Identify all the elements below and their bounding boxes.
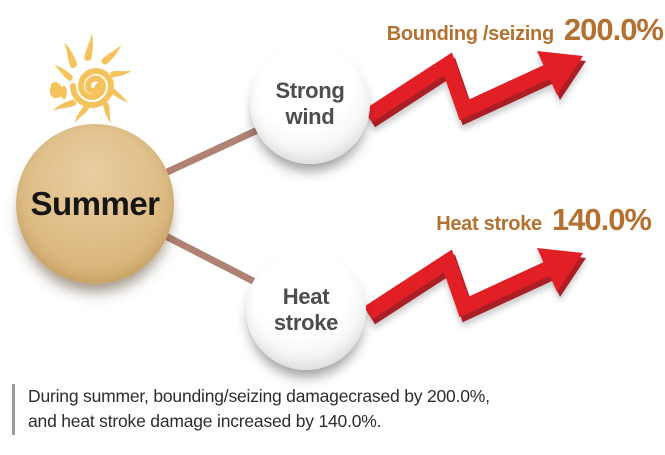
trend-arrow-up-bottom-icon: [363, 248, 586, 325]
sun-icon: [49, 33, 132, 124]
heat-stroke-stat-value: 140.0%: [551, 202, 652, 237]
summer-node-label: Summer: [30, 185, 160, 222]
trend-arrow-top-head: [537, 51, 583, 95]
bounding-seizing-stat: Bounding /seizing 200.0%: [386, 12, 664, 48]
bounding-seizing-stat-value: 200.0%: [563, 12, 664, 47]
heat-stroke-node-label: Heat stroke: [273, 284, 339, 335]
sun-spiral: [70, 68, 115, 108]
trend-arrow-up-top-icon: [363, 51, 586, 128]
heat-stroke-stat-label: Heat stroke: [436, 213, 542, 235]
sun-rays: [49, 33, 132, 124]
trend-arrow-top-line: [363, 52, 557, 123]
summer-node: Summer: [16, 124, 174, 284]
trend-arrow-bottom-line: [363, 249, 557, 320]
strong-wind-node: Strong wind: [250, 44, 370, 164]
heat-stroke-stat: Heat stroke 140.0%: [436, 202, 652, 238]
trend-arrow-bottom-head: [537, 248, 583, 292]
summary-caption: During summer, bounding/seizing damagecr…: [12, 384, 648, 435]
heat-stroke-node: Heat stroke: [246, 250, 366, 370]
strong-wind-node-label: Strong wind: [275, 78, 345, 129]
sun-icon-art: [49, 33, 132, 124]
summary-caption-line1: During summer, bounding/seizing damagecr…: [28, 386, 490, 406]
bounding-seizing-stat-label: Bounding /seizing: [386, 23, 554, 45]
summary-caption-line2: and heat stroke damage increased by 140.…: [28, 411, 382, 432]
